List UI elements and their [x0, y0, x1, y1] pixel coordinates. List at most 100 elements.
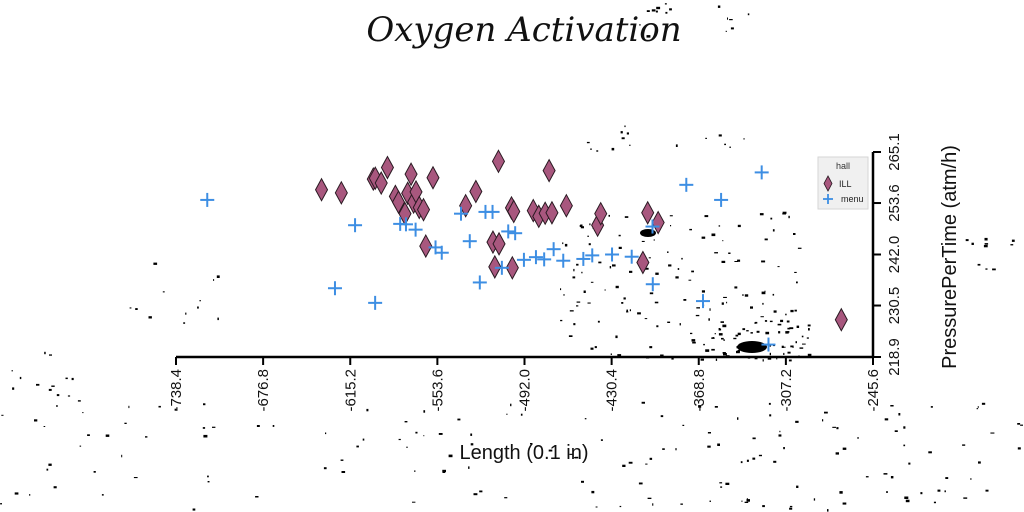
noise-speck — [682, 424, 685, 426]
noise-speck — [1017, 423, 1021, 425]
menu-point — [398, 217, 413, 232]
noise-speck — [756, 330, 760, 333]
noise-speck — [573, 268, 575, 272]
noise-speck — [746, 499, 750, 502]
y-tick-label: 265.1 — [886, 133, 903, 171]
noise-speck — [608, 214, 610, 217]
ill-point — [542, 158, 556, 183]
noise-speck — [153, 262, 158, 265]
noise-speck — [44, 351, 46, 355]
noise-speck — [857, 437, 859, 439]
noise-speck — [520, 413, 523, 416]
noise-blob — [640, 229, 656, 237]
noise-speck — [1017, 447, 1021, 450]
noise-speck — [705, 349, 710, 352]
noise-speck — [158, 405, 161, 408]
noise-speck — [669, 215, 673, 217]
noise-speck — [721, 302, 724, 305]
noise-speck — [898, 413, 901, 416]
noise-speck — [530, 443, 533, 445]
noise-speck — [707, 445, 711, 448]
noise-speck — [412, 501, 416, 503]
menu-point — [508, 226, 523, 241]
noise-speck — [790, 345, 794, 348]
noise-speck — [721, 260, 726, 263]
noise-speck — [822, 419, 824, 422]
noise-speck — [720, 486, 723, 488]
ill-point — [426, 165, 440, 190]
ill-point — [419, 234, 433, 259]
noise-speck — [590, 281, 594, 283]
noise-speck — [842, 447, 847, 450]
noise-speck — [655, 272, 659, 275]
noise-speck — [723, 296, 727, 298]
noise-speck — [48, 463, 52, 466]
noise-speck — [832, 426, 836, 428]
noise-speck — [704, 215, 709, 218]
noise-speck — [404, 421, 408, 423]
noise-speck — [777, 266, 780, 268]
ill-point — [545, 200, 559, 225]
noise-speck — [718, 134, 722, 137]
noise-speck — [703, 343, 705, 346]
noise-speck — [718, 333, 723, 336]
noise-speck — [415, 431, 418, 434]
ill-point — [834, 307, 848, 332]
noise-speck — [705, 137, 707, 139]
noise-speck — [216, 275, 220, 278]
noise-speck — [36, 383, 40, 386]
noise-speck — [255, 496, 259, 498]
noise-speck — [764, 238, 768, 241]
menu-point — [528, 250, 543, 265]
noise-speck — [744, 294, 749, 297]
noise-speck — [612, 264, 616, 267]
noise-speck — [712, 337, 714, 338]
x-axis-ticks: -738.4 -676.8 -615.2 -553.6 -492.0 -430.4 -368… — [168, 357, 882, 412]
noise-speck — [56, 394, 60, 397]
noise-blob — [737, 341, 767, 353]
x-tick-label: -368.8 — [691, 369, 708, 412]
noise-speck — [992, 268, 996, 271]
noise-speck — [772, 293, 775, 296]
ill-point — [380, 155, 395, 180]
noise-speck — [207, 475, 209, 478]
noise-speck — [813, 498, 816, 501]
noise-speck — [366, 408, 369, 412]
menu-point — [494, 260, 509, 275]
noise-speck — [649, 457, 653, 460]
noise-speck — [788, 359, 792, 362]
noise-speck — [652, 503, 654, 506]
noise-speck — [1020, 424, 1023, 426]
noise-speck — [148, 316, 152, 319]
noise-speck — [695, 314, 700, 317]
noise-speck — [790, 309, 794, 313]
menu-point — [605, 247, 620, 262]
noise-speck — [792, 346, 794, 348]
noise-speck — [783, 447, 785, 450]
ill-point — [636, 250, 650, 275]
noise-speck — [620, 131, 623, 134]
noise-speck — [641, 240, 645, 242]
noise-speck — [185, 312, 187, 315]
noise-speck — [783, 352, 785, 355]
noise-speck — [596, 150, 599, 152]
noise-speck — [67, 395, 71, 397]
ill-point — [488, 254, 502, 279]
noise-speck — [978, 461, 981, 464]
noise-speck — [930, 406, 933, 408]
noise-speck — [737, 417, 739, 420]
noise-speck — [423, 410, 426, 413]
noise-speck — [128, 405, 130, 409]
noise-speck — [1, 414, 4, 416]
noise-speck — [624, 216, 629, 218]
noise-speck — [976, 408, 979, 410]
noise-speck — [622, 464, 626, 467]
noise-speck — [611, 147, 615, 151]
noise-speck — [669, 8, 672, 11]
noise-speck — [504, 497, 508, 499]
noise-speck — [414, 470, 416, 472]
noise-speck — [782, 346, 786, 348]
noise-speck — [680, 503, 683, 505]
noise-speck — [725, 482, 730, 485]
noise-speck — [782, 213, 786, 215]
